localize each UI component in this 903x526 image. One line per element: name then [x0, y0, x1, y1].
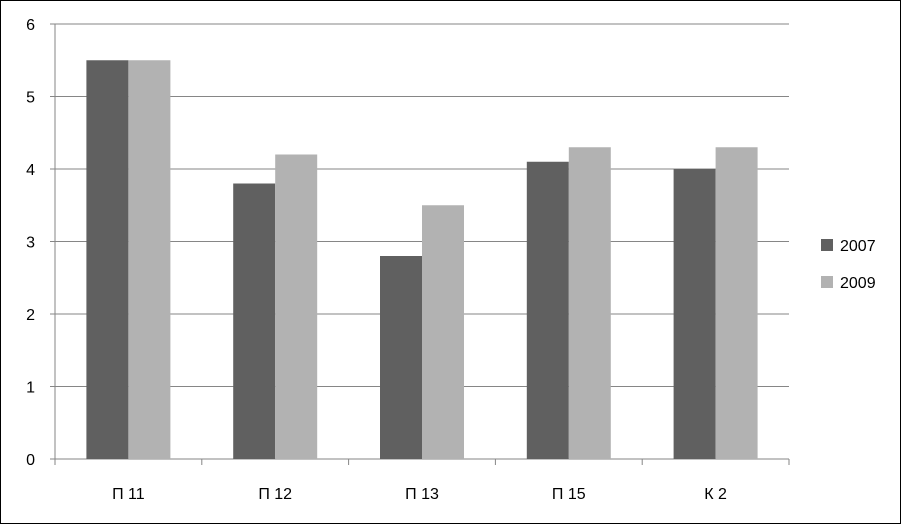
bar-2009-5: [715, 147, 758, 459]
bar-2007-5: [673, 169, 716, 459]
legend-label: 2007: [840, 238, 876, 255]
bar-2007-3: [380, 256, 422, 459]
legend: 2007 2009: [821, 238, 876, 292]
x-axis-labels: П 11 П 12 П 13 П 15 К 2: [112, 486, 727, 503]
x-category-label: К 2: [704, 486, 727, 503]
gridlines: [55, 23, 789, 387]
x-category-label: П 12: [258, 486, 292, 503]
y-tick-label: 6: [26, 17, 35, 34]
y-tick-label: 4: [26, 162, 35, 179]
legend-swatch-2009: [821, 276, 833, 288]
bar-2009-4: [568, 147, 611, 459]
legend-swatch-2007: [821, 239, 833, 251]
bars: [86, 60, 758, 459]
bar-2007-1: [86, 60, 129, 459]
bar-2009-3: [422, 205, 464, 459]
y-tick-label: 3: [26, 235, 35, 252]
bar-2007-2: [233, 183, 276, 459]
bar-2007-4: [526, 161, 569, 459]
x-category-label: П 13: [405, 486, 439, 503]
bar-2009-2: [275, 154, 318, 459]
legend-label: 2009: [840, 275, 876, 292]
y-tick-label: 2: [26, 307, 35, 324]
y-axis-ticks: 0 1 2 3 4 5 6: [26, 17, 35, 469]
bar-2009-1: [128, 60, 171, 459]
x-category-label: П 15: [552, 486, 586, 503]
y-tick-label: 5: [26, 90, 35, 107]
y-tick-label: 1: [26, 380, 35, 397]
x-category-label: П 11: [112, 486, 145, 503]
y-tick-label: 0: [26, 452, 35, 469]
